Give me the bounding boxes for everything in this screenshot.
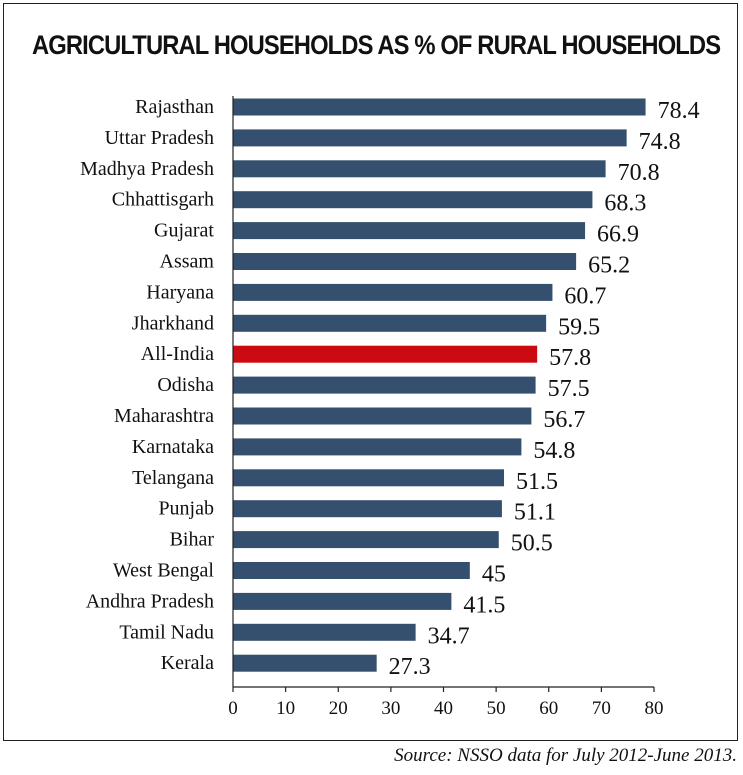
x-tick-label: 40: [434, 698, 453, 719]
value-label: 41.5: [463, 592, 505, 618]
bar: [233, 500, 502, 518]
bar: [233, 407, 532, 425]
bar: [233, 160, 606, 178]
bar: [233, 191, 593, 209]
value-label: 27.3: [389, 654, 431, 680]
category-label: Haryana: [146, 281, 214, 303]
value-label: 51.1: [514, 500, 556, 526]
category-label: Madhya Pradesh: [80, 158, 214, 180]
bar: [233, 314, 547, 332]
bar-highlight: [233, 345, 538, 363]
bar: [233, 98, 646, 116]
bar: [233, 376, 536, 394]
x-tick-label: 70: [592, 698, 611, 719]
category-label: Gujarat: [154, 220, 214, 242]
value-label: 74.8: [639, 129, 681, 155]
x-tick-label: 30: [381, 698, 400, 719]
value-label: 68.3: [604, 191, 646, 217]
category-label: Rajasthan: [135, 96, 214, 118]
category-label: Odisha: [157, 374, 214, 396]
value-label: 66.9: [597, 222, 639, 248]
x-tick-label: 80: [645, 698, 664, 719]
value-label: 60.7: [564, 283, 606, 309]
category-label: Jharkhand: [132, 312, 214, 334]
category-label: Andhra Pradesh: [86, 590, 214, 612]
x-tick-label: 50: [487, 698, 506, 719]
value-label: 56.7: [543, 407, 585, 433]
source-note: Source: NSSO data for July 2012-June 201…: [394, 745, 737, 766]
value-label: 57.8: [549, 345, 591, 371]
bar: [233, 253, 577, 270]
bar: [233, 623, 416, 641]
category-label: Kerala: [161, 652, 214, 674]
category-label: Punjab: [158, 498, 214, 520]
category-label: West Bengal: [113, 560, 215, 582]
x-tick-label: 20: [329, 698, 348, 719]
category-label: Tamil Nadu: [119, 621, 214, 643]
bar: [233, 283, 553, 301]
bar: [233, 654, 377, 672]
value-label: 54.8: [533, 438, 575, 464]
value-label: 78.4: [658, 98, 700, 124]
category-label: Uttar Pradesh: [105, 127, 214, 149]
x-tick-label: 60: [539, 698, 558, 719]
chart-title: AGRICULTURAL HOUSEHOLDS AS % OF RURAL HO…: [32, 30, 721, 60]
bar: [233, 531, 499, 549]
value-label: 57.5: [548, 376, 590, 402]
bar: [233, 562, 470, 579]
value-label: 34.7: [428, 623, 470, 649]
value-label: 59.5: [558, 314, 600, 340]
category-label: Chhattisgarh: [112, 189, 214, 211]
bar: [233, 129, 627, 147]
bar: [233, 469, 505, 487]
value-label: 45: [482, 562, 506, 588]
value-label: 70.8: [618, 160, 660, 186]
category-label: Bihar: [170, 529, 215, 551]
bar: [233, 222, 586, 240]
category-label: Maharashtra: [114, 405, 214, 427]
x-tick-label: 10: [276, 698, 295, 719]
category-label: All-India: [141, 343, 214, 365]
category-label: Telangana: [132, 467, 214, 489]
bar: [233, 592, 452, 610]
x-tick-label: 0: [228, 698, 238, 719]
value-label: 50.5: [511, 531, 553, 557]
value-label: 51.5: [516, 469, 558, 495]
value-label: 65.2: [588, 253, 630, 279]
category-label: Assam: [160, 251, 215, 273]
category-label: Karnataka: [132, 436, 214, 458]
bar: [233, 438, 522, 456]
chart-frame: [3, 3, 738, 741]
